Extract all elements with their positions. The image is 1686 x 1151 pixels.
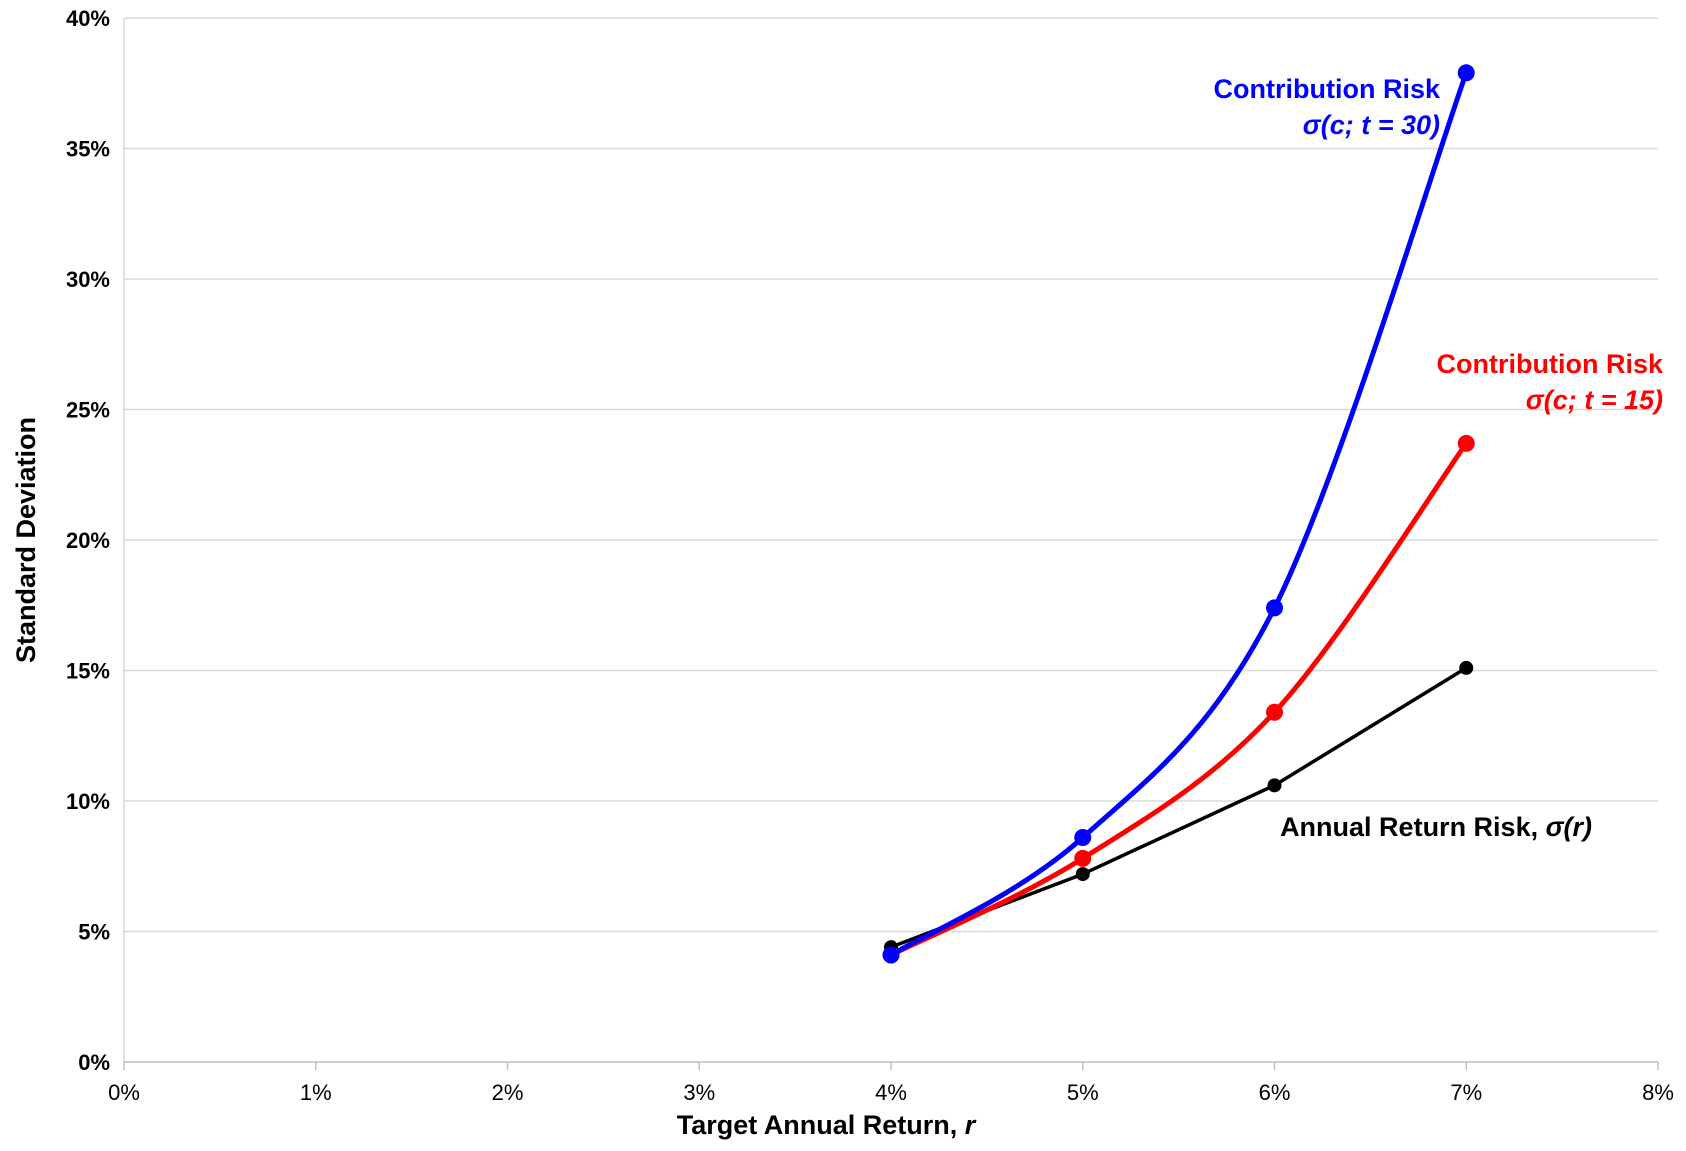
axis-titles: Standard Deviation Target Annual Return,… [11, 417, 977, 1140]
series-contrib15 [882, 434, 1475, 964]
annotation-line2: σ(c; t = 15) [1526, 385, 1663, 415]
x-axis-title-variable: r [965, 1110, 977, 1140]
x-axis-title: Target Annual Return, r [677, 1110, 977, 1140]
data-point-annual [1459, 660, 1474, 675]
x-tick-label: 1% [300, 1080, 332, 1105]
gridlines [124, 17, 1658, 933]
data-point-annual [1075, 867, 1090, 882]
data-point-contrib15 [1266, 703, 1283, 721]
x-tick-label: 4% [875, 1080, 907, 1105]
data-point-contrib30 [1074, 829, 1092, 847]
annotation-line1: Annual Return Risk, σ(r) [1280, 812, 1592, 842]
y-tick-label: 30% [66, 267, 110, 292]
annotation-annual: Annual Return Risk, σ(r) [1280, 812, 1592, 842]
x-tick-labels: 0% 1% 2% 3% 4% 5% 6% 7% 8% [108, 1080, 1674, 1105]
data-point-contrib30 [1266, 599, 1283, 617]
y-tick-label: 15% [66, 659, 110, 684]
x-tick-label: 2% [492, 1080, 524, 1105]
axes [123, 18, 1659, 1070]
annotation-line2: σ(c; t = 30) [1303, 110, 1440, 140]
x-tick-label: 7% [1450, 1080, 1482, 1105]
x-tick-label: 8% [1642, 1080, 1674, 1105]
x-tick-label: 5% [1067, 1080, 1099, 1105]
x-axis-title-text: Target Annual Return, [677, 1110, 965, 1140]
y-tick-label: 35% [66, 137, 110, 162]
y-tick-label: 0% [78, 1050, 110, 1075]
annotation-contrib30: Contribution Risk σ(c; t = 30) [1214, 74, 1441, 140]
y-tick-label: 20% [66, 528, 110, 553]
data-point-contrib15 [1457, 434, 1475, 452]
x-tick-label: 3% [683, 1080, 715, 1105]
x-tick-label: 0% [108, 1080, 140, 1105]
y-tick-label: 25% [66, 398, 110, 423]
series-line-annual [889, 666, 1468, 949]
data-point-contrib15 [1074, 849, 1092, 867]
x-tick-label: 6% [1259, 1080, 1291, 1105]
series-contrib30 [882, 64, 1475, 964]
data-point-contrib30 [882, 946, 900, 964]
annotation-contrib15: Contribution Risk σ(c; t = 15) [1437, 349, 1664, 415]
y-tick-label: 10% [66, 789, 110, 814]
series-line-contrib30 [888, 70, 1469, 958]
annotation-line1: Contribution Risk [1214, 74, 1441, 104]
series-line-contrib15 [888, 440, 1469, 958]
y-tick-label: 40% [66, 6, 110, 31]
data-point-contrib30 [1457, 64, 1475, 82]
y-tick-label: 5% [78, 920, 110, 945]
data-point-annual [1267, 778, 1282, 793]
series [882, 64, 1475, 964]
y-tick-labels: 0% 5% 10% 15% 20% 25% 30% 35% 40% [66, 6, 110, 1075]
y-axis-title: Standard Deviation [11, 417, 41, 663]
annotation-line1: Contribution Risk [1437, 349, 1664, 379]
